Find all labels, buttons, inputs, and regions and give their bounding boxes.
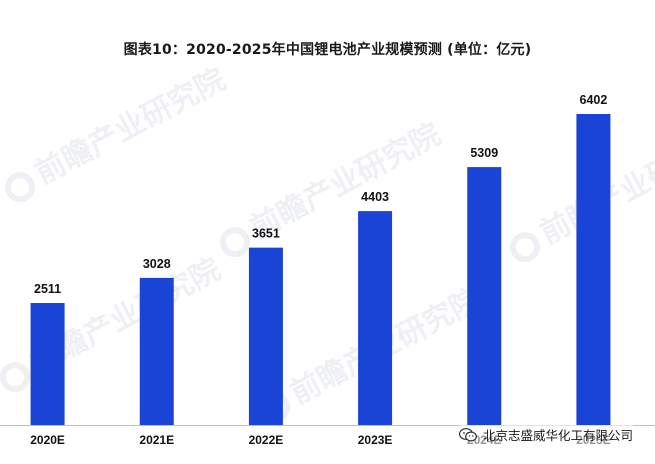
bar-2025E [576, 114, 611, 425]
x-tick-label-2023E: 2023E [358, 433, 393, 447]
data-label-2024E: 5309 [470, 146, 498, 160]
bar-2024E [467, 167, 502, 425]
data-label-2022E: 3651 [252, 227, 280, 241]
data-label-2025E: 6402 [580, 93, 608, 107]
chart-title: 图表10：2020-2025年中国锂电池产业规模预测 (单位：亿元) [123, 42, 532, 58]
data-label-2021E: 3028 [143, 257, 171, 271]
bar-2023E [358, 211, 393, 425]
source-credit: 北京志盛威华化工有限公司 [458, 425, 633, 444]
bar-2021E [139, 277, 174, 425]
wechat-icon [458, 427, 477, 442]
data-label-2020E: 2511 [34, 282, 61, 296]
x-tick-label-2022E: 2022E [249, 433, 284, 447]
bar-2022E [248, 247, 283, 425]
bar-2020E [30, 303, 65, 425]
x-tick-label-2020E: 2020E [30, 433, 65, 447]
data-label-2023E: 4403 [361, 190, 389, 204]
credit-text: 北京志盛威华化工有限公司 [482, 428, 633, 443]
x-tick-label-2021E: 2021E [139, 433, 174, 447]
